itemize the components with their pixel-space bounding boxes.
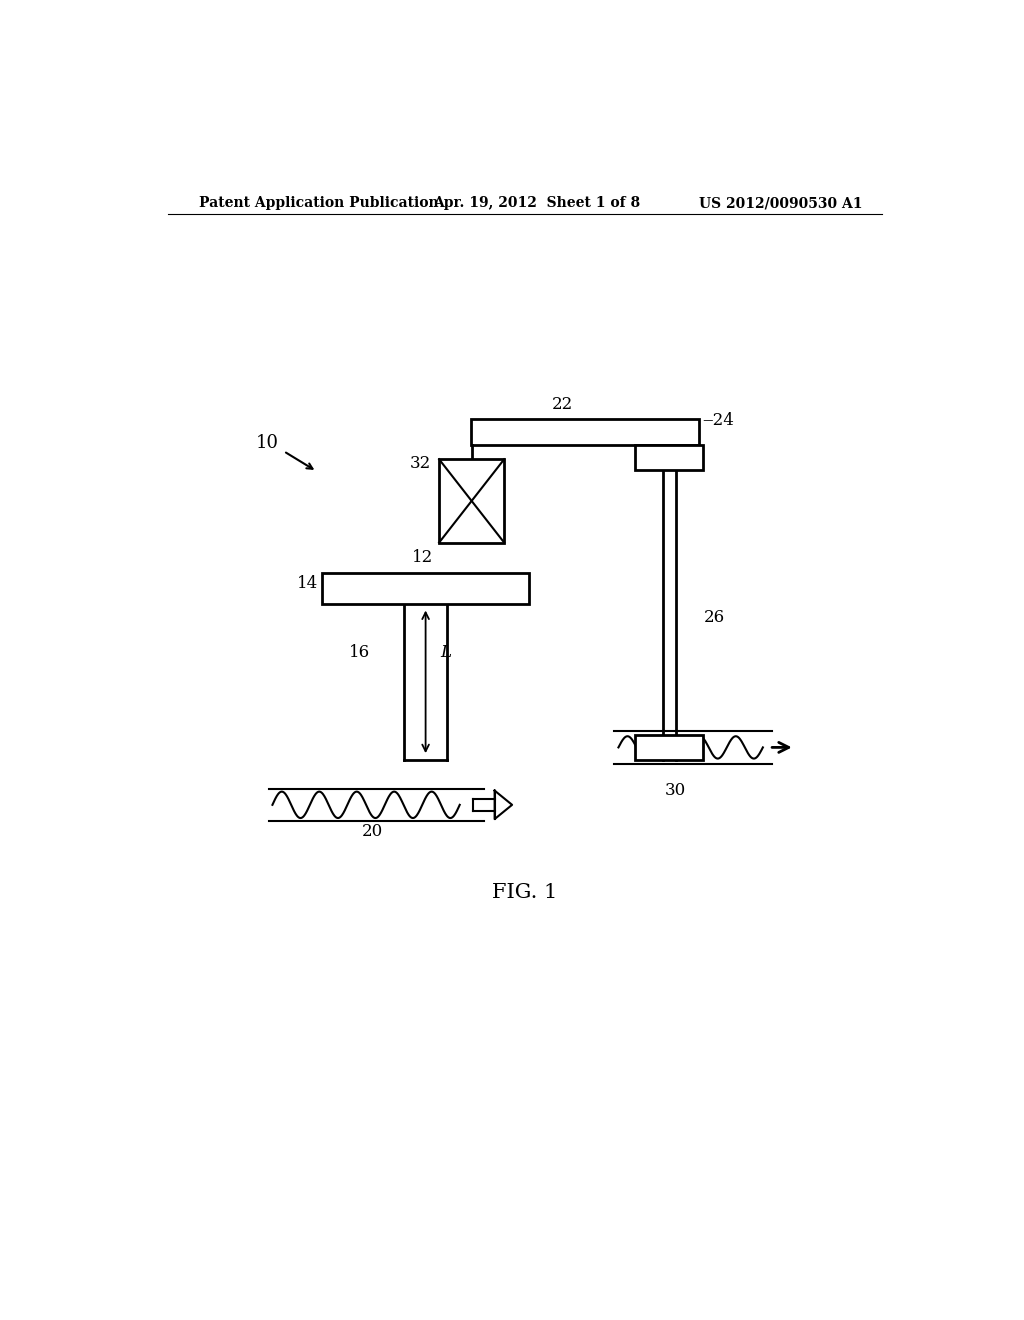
Text: 26: 26: [705, 610, 725, 626]
Text: 30: 30: [665, 781, 686, 799]
Text: ‒24: ‒24: [702, 412, 734, 429]
Bar: [323, 573, 528, 603]
Bar: [635, 445, 703, 470]
Text: Patent Application Publication: Patent Application Publication: [200, 195, 439, 210]
Text: L: L: [440, 644, 451, 661]
Bar: [635, 735, 703, 760]
Text: 32: 32: [410, 455, 431, 471]
Text: 10: 10: [255, 434, 279, 451]
Text: US 2012/0090530 A1: US 2012/0090530 A1: [699, 195, 863, 210]
Text: Apr. 19, 2012  Sheet 1 of 8: Apr. 19, 2012 Sheet 1 of 8: [433, 195, 641, 210]
Text: 12: 12: [412, 549, 433, 566]
Text: 14: 14: [297, 574, 318, 591]
Text: FIG. 1: FIG. 1: [493, 883, 557, 902]
Text: 20: 20: [361, 824, 383, 840]
Bar: [471, 418, 699, 445]
Text: 22: 22: [552, 396, 573, 413]
Bar: [439, 459, 504, 543]
Text: 16: 16: [349, 644, 370, 661]
